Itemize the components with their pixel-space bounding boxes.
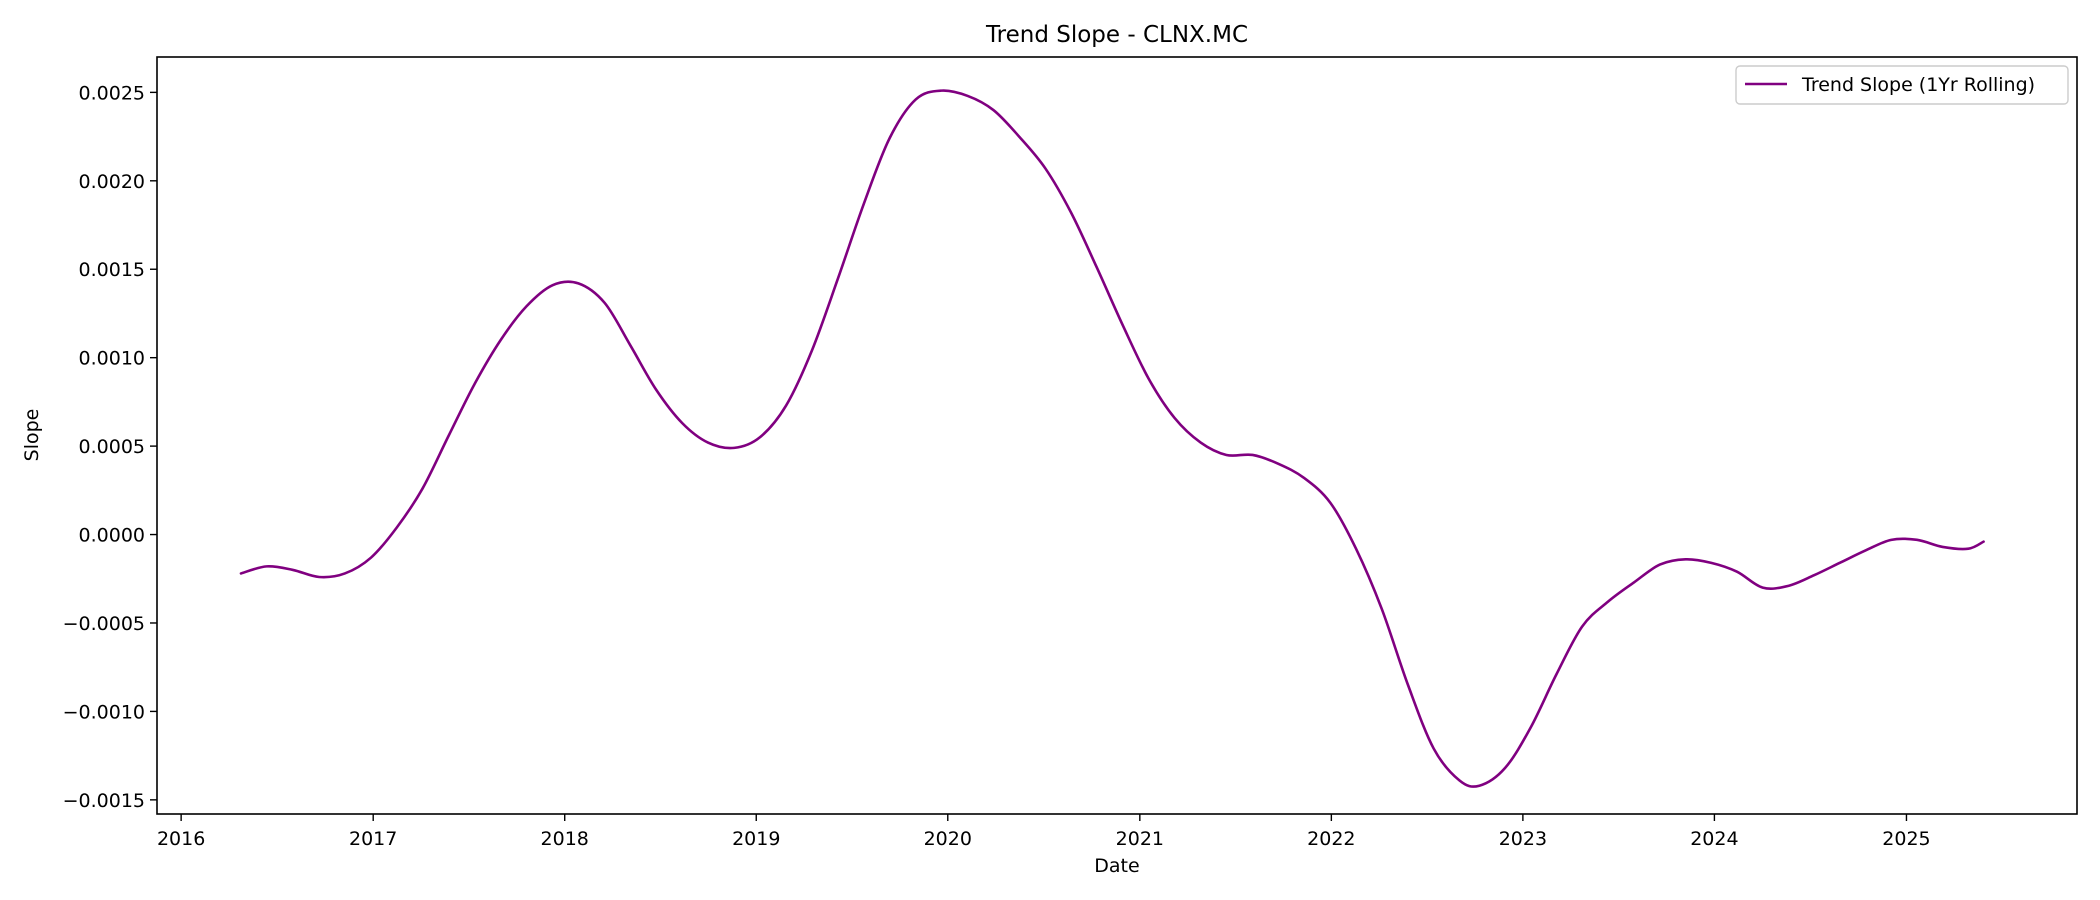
- y-tick-label: 0.0015: [79, 259, 145, 281]
- y-axis-ticks: 0.0025 0.0020 0.0015 0.0010 0.0005 0.0000 −0.0…: [63, 82, 157, 812]
- legend-label: Trend Slope (1Yr Rolling): [1801, 74, 2035, 96]
- x-tick-label: 2024: [1690, 828, 1738, 850]
- plot-frame: [156, 56, 2078, 815]
- y-tick-label: 0.0005: [79, 436, 145, 458]
- y-axis-title: Slope: [21, 409, 43, 462]
- x-tick-label: 2025: [1882, 828, 1930, 850]
- legend: Trend Slope (1Yr Rolling): [1735, 65, 2069, 105]
- x-tick-label: 2018: [541, 828, 589, 850]
- x-tick-label: 2016: [157, 828, 205, 850]
- x-axis-ticks: 2016 2017 2018 2019 2020 2021 2022 2023 2024 2025: [157, 814, 1931, 850]
- y-tick-label: 0.0020: [79, 171, 145, 193]
- x-tick-label: 2020: [924, 828, 972, 850]
- y-tick-label: −0.0015: [63, 790, 145, 812]
- y-tick-label: 0.0025: [79, 82, 145, 104]
- x-tick-label: 2017: [349, 828, 397, 850]
- x-tick-label: 2021: [1116, 828, 1164, 850]
- x-axis-title: Date: [1094, 855, 1139, 877]
- y-tick-label: 0.0000: [79, 525, 145, 547]
- x-tick-label: 2022: [1307, 828, 1355, 850]
- legend-box: [1735, 65, 2069, 105]
- chart-title: Trend Slope - CLNX.MC: [985, 22, 1248, 48]
- y-tick-label: −0.0010: [63, 701, 145, 723]
- y-tick-label: 0.0010: [79, 348, 145, 370]
- x-tick-label: 2023: [1499, 828, 1547, 850]
- x-tick-label: 2019: [732, 828, 780, 850]
- y-tick-label: −0.0005: [63, 613, 145, 635]
- plot-area: [157, 57, 2077, 814]
- series-line-trend-slope: [239, 89, 1985, 788]
